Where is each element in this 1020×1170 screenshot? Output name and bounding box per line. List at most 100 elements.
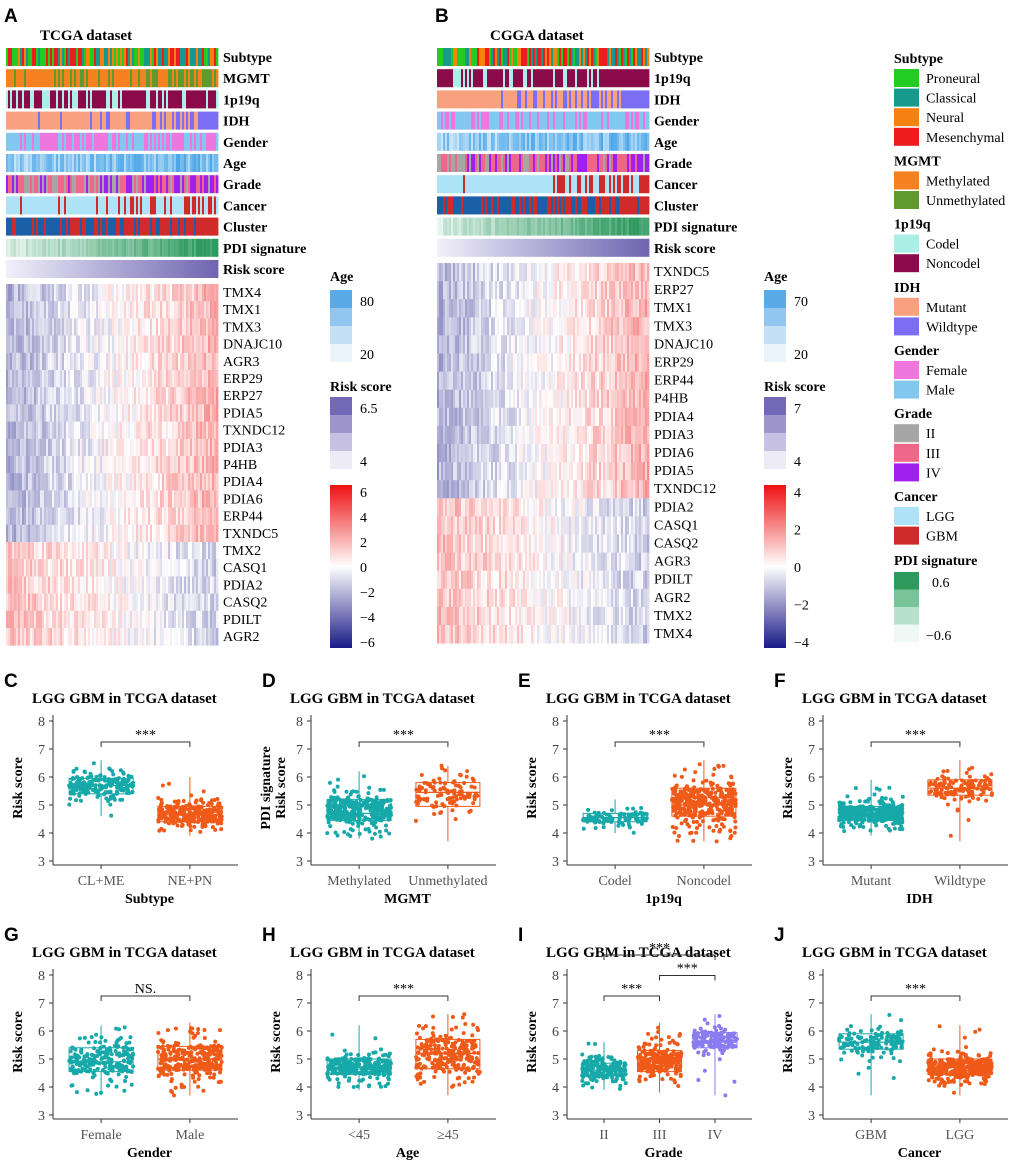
heat-cell — [210, 559, 213, 577]
heat-cell — [140, 335, 143, 354]
heat-cell — [32, 387, 35, 405]
heat-cell — [54, 335, 57, 354]
heat-cell — [74, 318, 77, 336]
anno-cell — [76, 196, 79, 215]
heat-cell — [26, 490, 29, 508]
heat-cell — [106, 490, 109, 508]
heat-cell — [573, 263, 576, 282]
heat-cell — [148, 352, 151, 371]
heat-cell — [14, 301, 17, 319]
heat-cell — [180, 524, 183, 543]
anno-cell — [98, 90, 101, 109]
anno-cell — [148, 196, 151, 215]
heat-cell — [62, 576, 65, 594]
anno-cell — [202, 217, 205, 236]
heat-cell — [210, 421, 213, 440]
anno-cell — [106, 238, 109, 257]
anno-cell — [609, 217, 612, 236]
heat-cell — [90, 610, 93, 629]
heat-cell — [545, 281, 548, 300]
heat-cell — [150, 335, 153, 354]
heat-cell — [216, 490, 219, 508]
heat-cell — [112, 421, 115, 440]
anno-cell — [96, 69, 99, 88]
anno-cell — [26, 90, 29, 109]
heat-cell — [124, 628, 127, 646]
heat-cell — [96, 301, 99, 319]
anno-cell — [559, 175, 562, 194]
heat-cell — [18, 559, 21, 577]
anno-cell — [60, 196, 63, 215]
risk-cell — [142, 260, 145, 278]
heat-cell — [569, 299, 572, 318]
gene-label: PDIA4 — [223, 475, 263, 490]
anno-cell — [58, 175, 61, 194]
heat-cell — [80, 524, 83, 543]
heat-cell — [547, 263, 550, 282]
heat-cell — [188, 542, 191, 560]
heat-cell — [459, 281, 462, 300]
anno-cell — [186, 48, 189, 66]
heat-cell — [12, 404, 15, 422]
heat-cell — [134, 370, 137, 388]
anno-cell — [38, 48, 41, 66]
heat-cell — [42, 576, 45, 594]
anno-cell — [100, 132, 103, 151]
anno-cell — [601, 90, 604, 109]
anno-cell — [507, 111, 510, 130]
heat-cell — [162, 404, 165, 422]
risk-cell — [631, 238, 634, 257]
annotation-label: 1p19q — [654, 72, 691, 87]
heat-cell — [180, 628, 183, 646]
anno-cell — [569, 111, 572, 130]
anno-cell — [637, 111, 640, 130]
heat-cell — [38, 284, 41, 302]
risk-cell — [499, 238, 502, 257]
annotation-track: Cluster — [6, 217, 267, 236]
anno-cell — [106, 154, 109, 172]
anno-cell — [212, 111, 215, 130]
anno-cell — [617, 90, 620, 109]
heat-cell — [22, 370, 25, 388]
heat-cell — [12, 559, 15, 577]
heat-cell — [118, 456, 121, 474]
heat-cell — [26, 318, 29, 336]
heat-cell — [200, 352, 203, 371]
anno-cell — [36, 238, 39, 257]
anno-cell — [589, 90, 592, 109]
anno-cell — [539, 69, 542, 88]
heat-cell — [18, 456, 21, 474]
heat-cell — [525, 335, 528, 354]
heat-cell — [615, 263, 618, 282]
heat-cell — [196, 576, 199, 594]
gene-label: TMX3 — [223, 320, 261, 335]
anno-cell — [647, 217, 650, 236]
heat-cell — [174, 576, 177, 594]
heat-cell — [96, 404, 99, 422]
heat-cell — [172, 335, 175, 354]
heat-cell — [182, 507, 185, 526]
anno-cell — [198, 175, 201, 194]
anno-cell — [90, 217, 93, 236]
anno-cell — [172, 238, 175, 257]
anno-cell — [445, 90, 448, 109]
heat-cell — [114, 387, 117, 405]
heat-cell — [208, 628, 211, 646]
heat-cell — [164, 507, 167, 526]
anno-cell — [38, 196, 41, 215]
heat-cell — [565, 281, 568, 300]
heat-cell — [631, 263, 634, 282]
anno-cell — [108, 48, 111, 66]
heat-cell — [80, 352, 83, 371]
anno-cell — [487, 175, 490, 194]
heat-cell — [56, 438, 59, 457]
heat-cell — [46, 628, 49, 646]
risk-cell — [577, 238, 580, 257]
heat-cell — [110, 404, 113, 422]
anno-cell — [447, 175, 450, 194]
heat-cell — [16, 421, 19, 440]
heat-cell — [132, 628, 135, 646]
heat-cell — [158, 404, 161, 422]
heat-cell — [84, 456, 87, 474]
heat-cell — [32, 404, 35, 422]
